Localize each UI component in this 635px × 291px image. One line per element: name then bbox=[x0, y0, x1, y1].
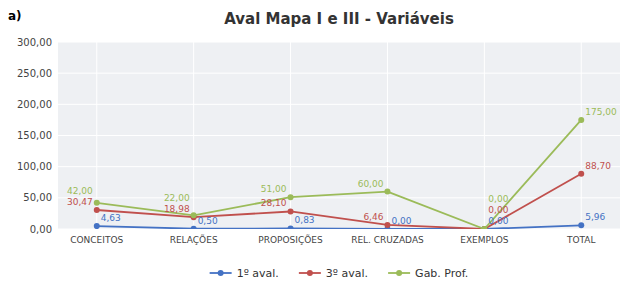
legend-marker bbox=[396, 270, 402, 276]
point bbox=[94, 223, 100, 229]
grid-line bbox=[58, 135, 620, 136]
data-label: 4,63 bbox=[101, 213, 121, 223]
point bbox=[384, 222, 390, 228]
chart: 0,00 50,00 100,00 150,00 200,00 250,00 300,00 C… bbox=[0, 0, 635, 291]
data-label: 18,98 bbox=[164, 204, 190, 214]
point bbox=[288, 208, 294, 214]
series-group bbox=[94, 117, 584, 229]
y-tick-label: 100,00 bbox=[17, 161, 52, 172]
y-tick-label: 200,00 bbox=[17, 99, 52, 110]
data-label: 51,00 bbox=[261, 184, 287, 194]
x-tick-label: EXEMPLOS bbox=[460, 235, 509, 245]
x-tick-label: PROPOSIÇÕES bbox=[258, 234, 323, 245]
legend-item: 3º aval. bbox=[299, 267, 368, 280]
series-line bbox=[97, 120, 581, 229]
data-label: 0,00 bbox=[488, 216, 508, 226]
legend-item: 1º aval. bbox=[210, 267, 279, 280]
grid-line bbox=[290, 42, 291, 229]
y-tick-label: 0,00 bbox=[30, 224, 52, 235]
point bbox=[578, 171, 584, 177]
grid-line bbox=[581, 42, 582, 229]
point bbox=[94, 207, 100, 213]
point bbox=[578, 222, 584, 228]
grid-line bbox=[58, 73, 620, 74]
x-tick-label: RELAÇÕES bbox=[170, 234, 218, 245]
grid-line bbox=[193, 42, 194, 229]
y-tick-label: 300,00 bbox=[17, 37, 52, 48]
data-label: 60,00 bbox=[358, 179, 384, 189]
point bbox=[191, 226, 197, 229]
data-label: 88,70 bbox=[585, 161, 611, 171]
x-tick-label: REL. CRUZADAS bbox=[351, 235, 424, 245]
point bbox=[288, 194, 294, 200]
data-label: 0,00 bbox=[391, 216, 411, 226]
y-tick-label: 50,00 bbox=[23, 192, 52, 203]
legend: 1º aval. 3º aval. Gab. Prof. bbox=[210, 267, 469, 280]
point bbox=[288, 225, 294, 229]
data-label: 6,46 bbox=[363, 212, 383, 222]
data-label: 0,00 bbox=[488, 205, 508, 215]
x-tick-label: CONCEITOS bbox=[70, 235, 123, 245]
legend-label: Gab. Prof. bbox=[415, 267, 468, 280]
y-tick-label: 250,00 bbox=[17, 68, 52, 79]
legend-item: Gab. Prof. bbox=[388, 267, 468, 280]
data-label: 30,47 bbox=[67, 197, 93, 207]
y-tick-label: 150,00 bbox=[17, 130, 52, 141]
legend-label: 3º aval. bbox=[326, 267, 368, 280]
grid-line bbox=[387, 42, 388, 229]
legend-marker bbox=[307, 270, 313, 276]
point bbox=[94, 200, 100, 206]
legend-marker bbox=[218, 270, 224, 276]
plot-area bbox=[58, 42, 620, 229]
grid-line bbox=[484, 42, 485, 229]
series-line bbox=[97, 225, 581, 229]
data-label: 0,00 bbox=[488, 194, 508, 204]
x-tick-label: TOTAL bbox=[566, 235, 596, 245]
point bbox=[578, 117, 584, 123]
grid-line bbox=[58, 197, 620, 198]
point bbox=[384, 189, 390, 195]
point bbox=[481, 226, 487, 229]
data-label: 22,00 bbox=[164, 193, 190, 203]
data-label: 175,00 bbox=[585, 107, 617, 117]
title: Aval Mapa I e III - Variáveis bbox=[224, 10, 454, 28]
grid-line bbox=[58, 42, 620, 43]
grid-line bbox=[58, 104, 620, 105]
data-label: 42,00 bbox=[67, 186, 93, 196]
data-label: 5,96 bbox=[585, 212, 605, 222]
point bbox=[191, 212, 197, 218]
data-label: 28,10 bbox=[261, 198, 287, 208]
data-label: 0,83 bbox=[295, 215, 315, 225]
legend-label: 1º aval. bbox=[237, 267, 279, 280]
data-label: 0,50 bbox=[198, 216, 218, 226]
annotation: a) bbox=[8, 9, 22, 23]
grid-line bbox=[58, 166, 620, 167]
